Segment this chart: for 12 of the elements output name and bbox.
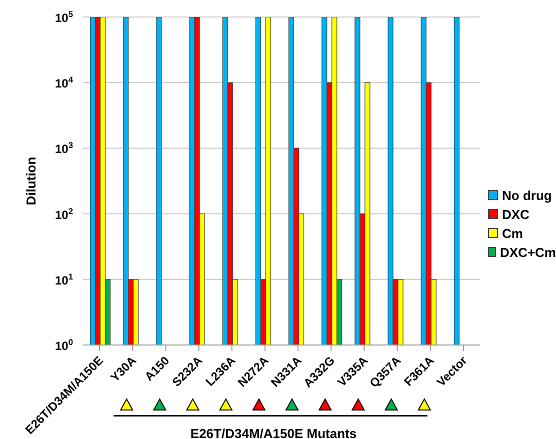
legend-label: DXC bbox=[501, 206, 530, 224]
text: E26T/D34M/A150E Mutants bbox=[190, 426, 357, 439]
y-axis-title: Dilution bbox=[24, 156, 39, 206]
legend-label: Cm bbox=[501, 224, 524, 242]
legend-label: No drug bbox=[501, 186, 553, 204]
y-tick-label: 10$^{4}$ bbox=[54, 74, 74, 91]
y-tick-label: 10$^{2}$ bbox=[54, 206, 74, 222]
y-tick-label: 10$^{5}$ bbox=[54, 9, 74, 25]
y-tick-label: 10$^{1}$ bbox=[54, 271, 74, 288]
legend-label: DXC+Cm bbox=[499, 244, 556, 262]
y-tick-label: 10$^{3}$ bbox=[54, 140, 74, 156]
y-tick-label: 10$^{0}$ bbox=[54, 337, 74, 353]
